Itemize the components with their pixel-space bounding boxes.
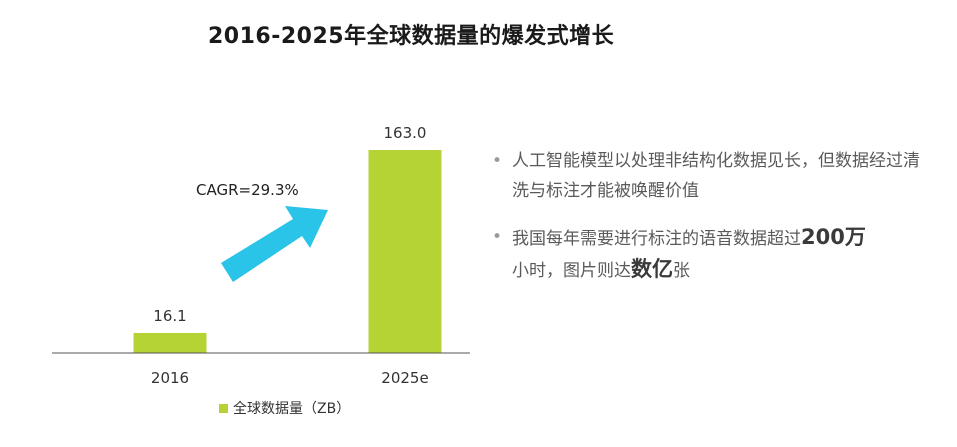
bullet-item-1: • 人工智能模型以处理非结构化数据见长，但数据经过清洗与标注才能被唤醒价值 bbox=[490, 146, 930, 206]
bullet-item-2: • 我国每年需要进行标注的语音数据超过200万小时，图片则达数亿张 bbox=[490, 222, 930, 286]
bullet-text: 我国每年需要进行标注的语音数据超过 bbox=[512, 229, 801, 249]
legend-label: 全球数据量（ZB） bbox=[233, 400, 350, 417]
cagr-annotation: CAGR=29.3% bbox=[196, 181, 299, 199]
bullet-dot-icon: • bbox=[492, 151, 503, 171]
highlight-number: 数亿 bbox=[631, 257, 673, 281]
bullet-text: 张 bbox=[673, 261, 690, 281]
data-label-2025e: 163.0 bbox=[384, 124, 427, 142]
x-tick-label-2016: 2016 bbox=[151, 369, 189, 387]
bar-2016 bbox=[133, 332, 207, 353]
highlight-number: 200万 bbox=[801, 225, 866, 249]
bullet-text: 小时，图片则达 bbox=[512, 261, 631, 281]
bullet-text: 人工智能模型以处理非结构化数据见长，但数据经过清洗与标注才能被唤醒价值 bbox=[512, 151, 920, 201]
legend-swatch bbox=[219, 404, 228, 413]
x-tick-label-2025e: 2025e bbox=[381, 369, 428, 387]
data-label-2016: 16.1 bbox=[153, 307, 186, 325]
bullet-list: • 人工智能模型以处理非结构化数据见长，但数据经过清洗与标注才能被唤醒价值 • … bbox=[490, 146, 930, 302]
chart-title: 2016-2025年全球数据量的爆发式增长 bbox=[208, 24, 615, 49]
bar-2025e bbox=[368, 150, 442, 353]
cagr-arrow-icon bbox=[221, 206, 328, 282]
bullet-dot-icon: • bbox=[492, 227, 503, 247]
